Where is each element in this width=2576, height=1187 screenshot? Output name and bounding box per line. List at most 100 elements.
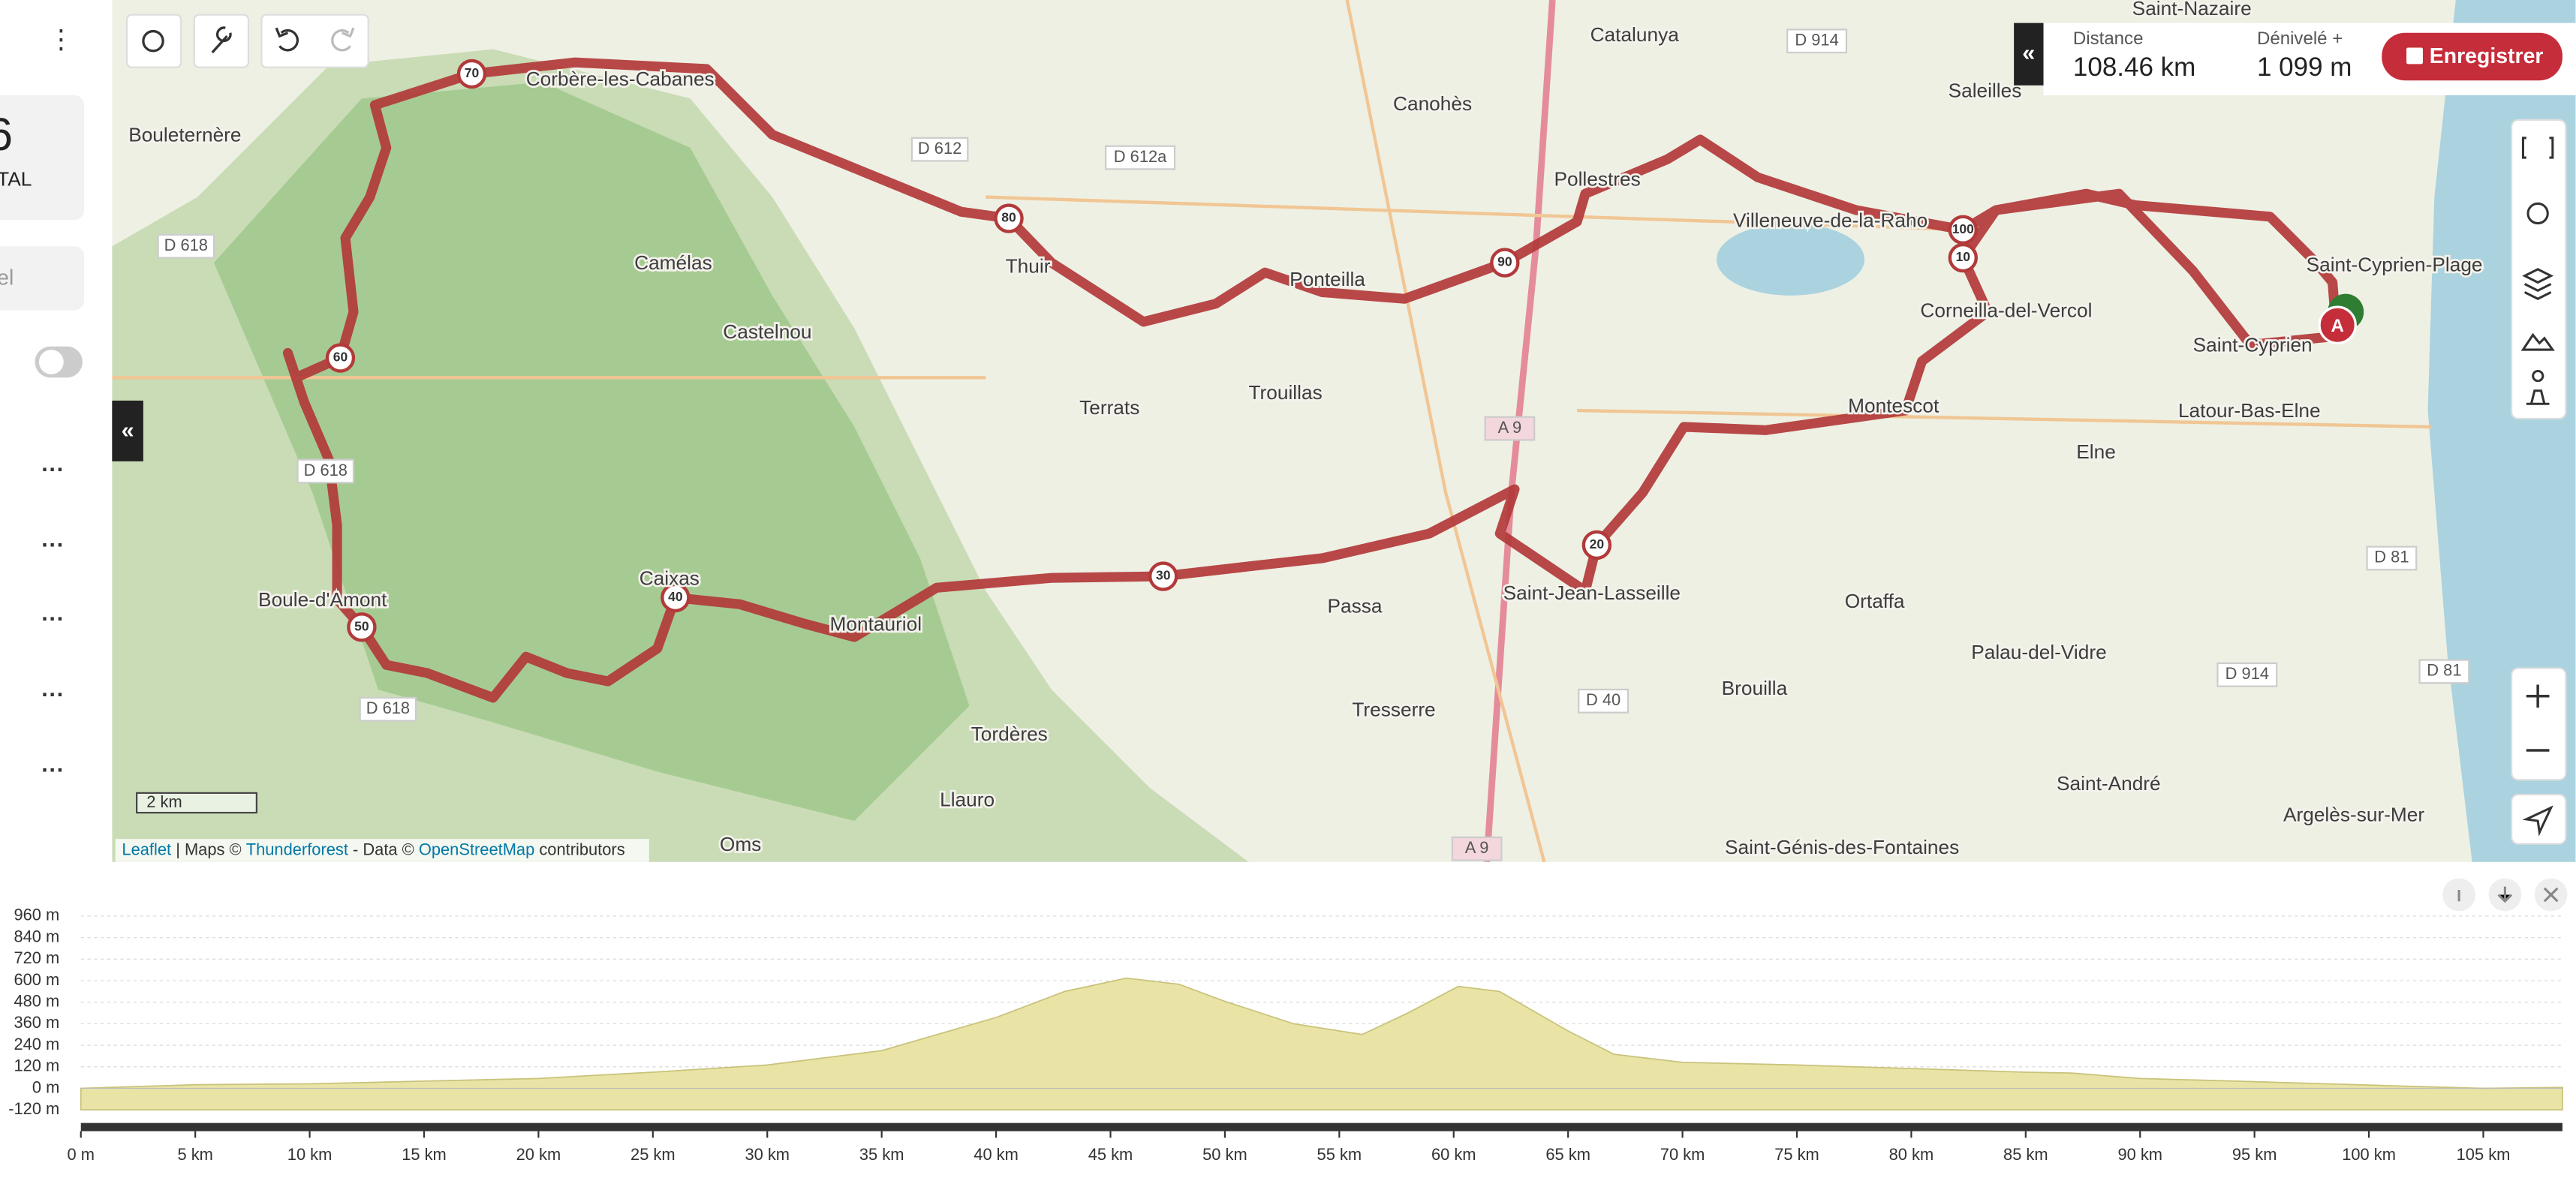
sidebar: ⋮ 6 TAL el ··· ··· ··· ··· ··· « — [0, 0, 143, 862]
place: Tresserre — [1352, 698, 1435, 720]
km-marker — [1581, 530, 1612, 560]
collapse-icon: « — [2022, 40, 2035, 65]
km-marker — [325, 343, 356, 373]
y-tick-label: -120 m — [8, 1099, 59, 1118]
toolbar-icons — [142, 26, 355, 54]
link[interactable]: OpenStreetMap — [419, 840, 534, 858]
y-tick-label: 840 m — [14, 927, 59, 945]
x-tick-label: 55 km — [1317, 1145, 1362, 1164]
x-tick-label: 80 km — [1889, 1145, 1934, 1164]
row-menu[interactable]: ··· — [41, 457, 65, 482]
place: Latour-Bas-Elne — [2178, 399, 2321, 422]
km-label: 10 — [1956, 249, 1971, 264]
x-tick-label: 60 km — [1431, 1145, 1476, 1164]
poi-icon[interactable] — [2526, 369, 2550, 405]
start-marker-label: A — [2331, 316, 2344, 336]
redo-icon[interactable] — [331, 27, 355, 52]
attribution-text: | Maps © — [171, 840, 246, 858]
attribution-box — [115, 839, 649, 862]
row-menu[interactable]: ··· — [41, 758, 65, 783]
lake — [1717, 223, 1865, 296]
x-tick-label: 30 km — [745, 1145, 790, 1164]
km-label: 70 — [465, 65, 480, 80]
y-tick-label: 720 m — [14, 948, 59, 967]
place: Oms — [720, 833, 761, 855]
place: Pollestres — [1554, 168, 1640, 191]
toggle-knob — [38, 350, 64, 374]
start-marker[interactable] — [2318, 305, 2357, 344]
km-label: 50 — [354, 618, 369, 633]
terrain-icon[interactable] — [2520, 332, 2555, 351]
save-icon — [2406, 47, 2423, 65]
x-tick-label: 20 km — [516, 1145, 561, 1164]
summary-label: TAL — [0, 168, 32, 191]
row-menu[interactable]: ··· — [41, 682, 65, 708]
km-markers: 70 80 90 100 10 60 50 40 30 20 — [325, 59, 1979, 642]
place: Caixas — [639, 566, 700, 589]
place: Saint-Cyprien-Plage — [2307, 253, 2483, 275]
summary-value: 6 — [0, 109, 13, 160]
zoom-control — [2511, 667, 2567, 781]
elevation-value: 1 099 m — [2257, 53, 2352, 82]
x-tick-label: 40 km — [974, 1145, 1019, 1164]
y-tick-label: 360 m — [14, 1013, 59, 1032]
link[interactable]: Leaflet — [122, 840, 171, 858]
zoom-icons[interactable] — [2526, 684, 2550, 752]
road: A 9 — [1498, 418, 1522, 437]
place: Palau-del-Vidre — [1971, 641, 2106, 663]
km-label: 30 — [1156, 568, 1171, 583]
control-icons — [2520, 137, 2555, 405]
place: Montescot — [1848, 395, 1940, 417]
elevation-chart: -120 m 0 m 120 m 240 m 360 m 480 m 600 m 720 m 8… — [8, 906, 2563, 1164]
road: D 40 — [1586, 690, 1621, 709]
km-label: 80 — [1001, 210, 1016, 225]
collapse-tab[interactable] — [2014, 23, 2044, 86]
x-tick-label: 25 km — [630, 1145, 676, 1164]
place: Camélas — [634, 251, 712, 274]
locate-button[interactable] — [2511, 793, 2567, 845]
x-tick-label: 100 km — [2342, 1145, 2396, 1164]
km-marker — [994, 203, 1024, 233]
km-marker — [1148, 561, 1178, 591]
place: Ponteilla — [1290, 268, 1365, 290]
place: Saint-Génis-des-Fontaines — [1725, 836, 1959, 858]
km-marker — [1490, 248, 1520, 278]
y-tick-label: 960 m — [14, 906, 59, 924]
layers-icon[interactable] — [2522, 268, 2554, 300]
wrench-icon — [211, 26, 232, 54]
road: D 81 — [2374, 548, 2409, 566]
y-tick-label: 120 m — [14, 1056, 59, 1075]
motorway — [1483, 0, 1556, 863]
place: Saint-Nazaire — [2132, 0, 2252, 20]
roads — [112, 0, 2431, 863]
attribution-text: - Data © — [348, 840, 419, 858]
place: Llauro — [940, 789, 995, 811]
input-text: el — [0, 266, 14, 290]
y-tick-label: 240 m — [14, 1035, 59, 1053]
text-input[interactable] — [0, 246, 85, 311]
sidebar-toggle-icon: « — [122, 418, 134, 443]
undo-icon[interactable] — [275, 27, 299, 52]
place: Brouilla — [1722, 677, 1788, 699]
undo-redo[interactable] — [260, 14, 369, 68]
search-button[interactable] — [125, 14, 182, 68]
road: D 914 — [2225, 664, 2269, 683]
menu-icon[interactable]: ⋮ — [48, 25, 74, 54]
attribution: Leaflet | Maps © Thunderforest - Data © … — [122, 840, 624, 858]
place: Terrats — [1079, 396, 1139, 419]
map-toolbar — [125, 14, 369, 68]
row-menu[interactable]: ··· — [41, 533, 65, 558]
map[interactable]: 70 80 90 100 10 60 50 40 30 20 A Saint-N… — [112, 0, 2576, 863]
settings-icon[interactable] — [2526, 202, 2549, 225]
save-button[interactable] — [2382, 32, 2562, 81]
road: D 618 — [366, 699, 410, 717]
place: Saleilles — [1949, 79, 2022, 101]
road: D 618 — [304, 461, 348, 479]
fullscreen-icon[interactable] — [2521, 137, 2554, 159]
road-labels: D 914 D 612 D 612a D 618 A 9 D 618 D 81 … — [157, 29, 2470, 861]
link[interactable]: Thunderforest — [246, 840, 348, 858]
x-tick-label: 105 km — [2457, 1145, 2511, 1164]
sidebar-toggle[interactable] — [112, 400, 143, 461]
row-menu[interactable]: ··· — [41, 606, 65, 632]
